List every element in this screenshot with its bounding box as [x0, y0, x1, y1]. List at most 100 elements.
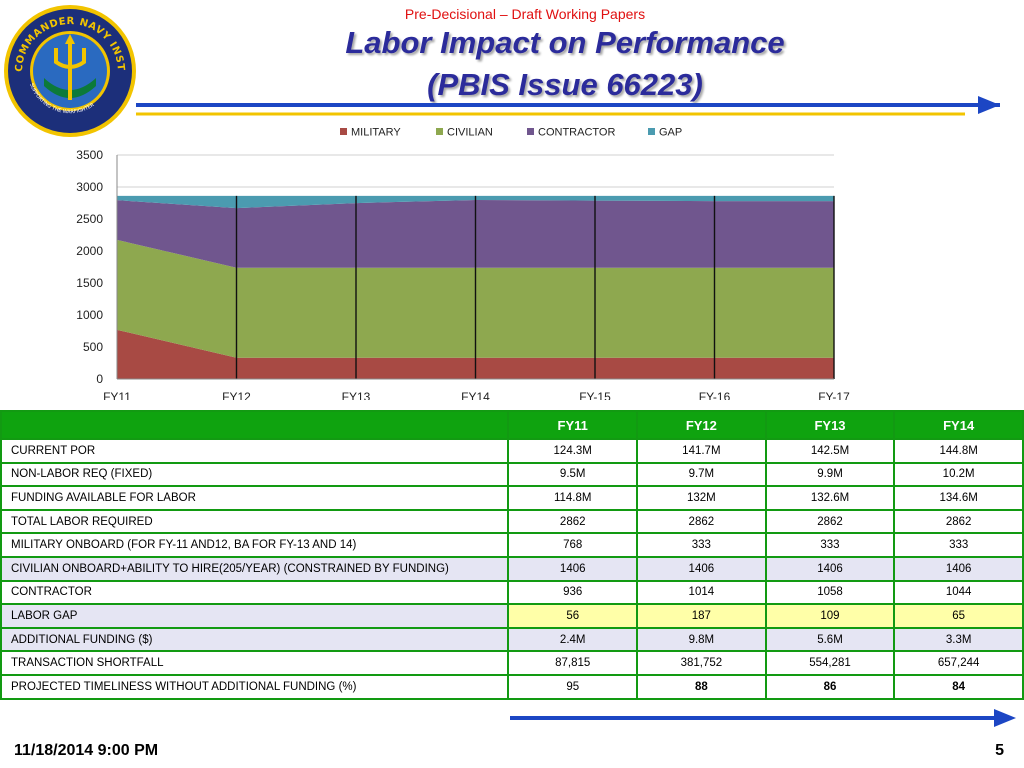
row-label: FUNDING AVAILABLE FOR LABOR [0, 485, 510, 511]
legend-label: CONTRACTOR [538, 127, 615, 139]
legend-swatch [648, 128, 655, 135]
table-cell: 9.5M [507, 461, 639, 488]
table-row: CONTRACTOR 936 1014 1058 1044 [0, 579, 1024, 606]
legend-label: MILITARY [351, 127, 401, 139]
x-tick-label: FY12 [222, 390, 251, 400]
table-cell: 1058 [764, 579, 896, 606]
table-cell: 114.8M [507, 485, 639, 511]
table-cell: 1014 [636, 579, 767, 606]
table-cell: 9.8M [636, 626, 767, 653]
table-cell: 1406 [764, 555, 896, 582]
row-label: LABOR GAP [0, 603, 510, 629]
table-row: TRANSACTION SHORTFALL 87,815 381,752 554… [0, 650, 1024, 676]
x-tick-label: FY11 [103, 390, 131, 400]
y-tick-label: 500 [83, 340, 103, 354]
legend-label: CIVILIAN [447, 127, 493, 139]
table-row-labor-gap: LABOR GAP 56 187 109 65 [0, 603, 1024, 629]
table-cell: 657,244 [893, 650, 1024, 676]
y-tick-label: 2500 [76, 212, 103, 226]
table-cell: 95 [507, 673, 639, 700]
table-cell: 109 [764, 603, 896, 629]
table-cell: 142.5M [764, 438, 896, 464]
table-cell: 2862 [893, 508, 1024, 535]
area-series-gap [117, 195, 834, 209]
table-row: CURRENT POR 124.3M 141.7M 142.5M 144.8M [0, 438, 1024, 464]
table-row: TOTAL LABOR REQUIRED 2862 2862 2862 2862 [0, 508, 1024, 535]
table-cell: 10.2M [893, 461, 1024, 488]
table-cell: 65 [893, 603, 1024, 629]
row-label: TRANSACTION SHORTFALL [0, 650, 510, 676]
table-row: ADDITIONAL FUNDING ($) 2.4M 9.8M 5.6M 3.… [0, 626, 1024, 653]
table-row: FUNDING AVAILABLE FOR LABOR 114.8M 132M … [0, 485, 1024, 511]
legend-swatch [436, 128, 443, 135]
table-cell: 2.4M [507, 626, 639, 653]
table-row: NON-LABOR REQ (FIXED) 9.5M 9.7M 9.9M 10.… [0, 461, 1024, 488]
column-header-fy14: FY14 [893, 410, 1024, 440]
row-label: TOTAL LABOR REQUIRED [0, 508, 510, 535]
table-row: CIVILIAN ONBOARD+ABILITY TO HIRE(205/YEA… [0, 555, 1024, 582]
table-cell: 1406 [636, 555, 767, 582]
page-subtitle: (PBIS Issue 66223) [427, 67, 703, 102]
y-tick-label: 0 [96, 372, 103, 386]
table-cell: 2862 [636, 508, 767, 535]
legend-label: GAP [659, 127, 682, 139]
table-cell: 1044 [893, 579, 1024, 606]
table-cell: 144.8M [893, 438, 1024, 464]
row-label: CIVILIAN ONBOARD+ABILITY TO HIRE(205/YEA… [0, 555, 510, 582]
table-cell: 333 [893, 532, 1024, 558]
table-row: PROJECTED TIMELINESS WITHOUT ADDITIONAL … [0, 673, 1024, 700]
table-corner [0, 410, 510, 440]
row-label: NON-LABOR REQ (FIXED) [0, 461, 510, 488]
table-cell: 5.6M [764, 626, 896, 653]
table-cell: 141.7M [636, 438, 767, 464]
labor-area-chart: 0 500 1000 1500 2000 2500 3000 3500 FY11 FY12 FY13… [76, 127, 850, 401]
row-label: PROJECTED TIMELINESS WITHOUT ADDITIONAL … [0, 673, 510, 700]
table-cell: 56 [507, 603, 639, 629]
y-tick-label: 1500 [76, 276, 103, 290]
table-cell: 381,752 [636, 650, 767, 676]
table-cell: 88 [636, 673, 767, 700]
x-tick-label: FY-15 [579, 390, 611, 400]
x-tick-label: FY-17 [818, 390, 850, 400]
row-label: ADDITIONAL FUNDING ($) [0, 626, 510, 653]
x-tick-label: FY13 [342, 390, 371, 400]
table-cell: 86 [764, 673, 896, 700]
table-cell: 936 [507, 579, 639, 606]
page-title: Labor Impact on Performance [345, 25, 785, 60]
row-label: MILITARY ONBOARD (FOR FY-11 AND12, BA FO… [0, 532, 510, 558]
footer-arrow-rule [510, 709, 1016, 727]
table-cell: 1406 [507, 555, 639, 582]
legend-swatch [340, 128, 347, 135]
table-cell: 132.6M [764, 485, 896, 511]
table-cell: 333 [764, 532, 896, 558]
table-cell: 333 [636, 532, 767, 558]
table-cell: 554,281 [764, 650, 896, 676]
draft-banner: Pre-Decisional – Draft Working Papers [404, 6, 646, 22]
y-tick-label: 1000 [76, 308, 103, 322]
x-tick-label: FY-16 [699, 390, 731, 400]
table-cell: 3.3M [893, 626, 1024, 653]
table-cell: 84 [893, 673, 1024, 700]
table-cell: 87,815 [507, 650, 639, 676]
table-cell: 9.9M [764, 461, 896, 488]
area-series-military [117, 329, 834, 379]
header-arrow-rule [136, 96, 1000, 116]
legend-swatch [527, 128, 534, 135]
table-cell: 768 [507, 532, 639, 558]
table-cell: 132M [636, 485, 767, 511]
table-cell: 1406 [893, 555, 1024, 582]
table-cell: 9.7M [636, 461, 767, 488]
table-cell: 2862 [764, 508, 896, 535]
column-header-fy12: FY12 [636, 410, 767, 440]
page-number: 5 [995, 742, 1004, 759]
table-cell: 134.6M [893, 485, 1024, 511]
table-cell: 124.3M [507, 438, 639, 464]
table-row: MILITARY ONBOARD (FOR FY-11 AND12, BA FO… [0, 532, 1024, 558]
y-tick-label: 3000 [76, 180, 103, 194]
footer-datetime: 11/18/2014 9:00 PM [14, 742, 159, 759]
table-cell: 2862 [507, 508, 639, 535]
y-tick-label: 3500 [76, 148, 103, 162]
row-label: CONTRACTOR [0, 579, 510, 606]
row-label: CURRENT POR [0, 438, 510, 464]
x-tick-label: FY14 [461, 390, 490, 400]
